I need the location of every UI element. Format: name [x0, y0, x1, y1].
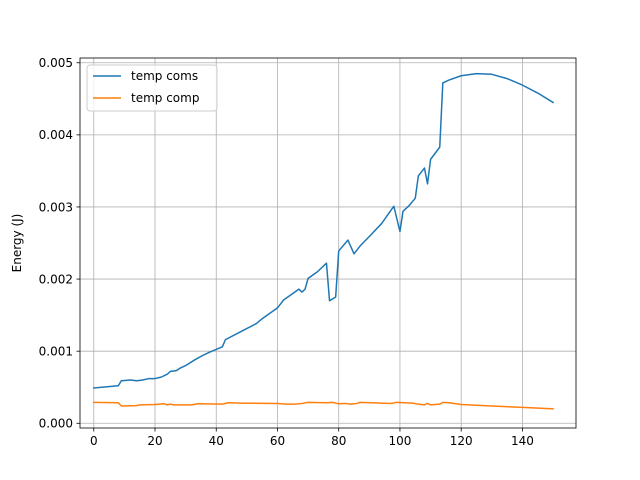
y-tick-label: 0.000	[39, 417, 73, 431]
series-lines	[92, 72, 555, 410]
x-tick-label: 140	[511, 434, 534, 448]
x-tick-label: 120	[450, 434, 473, 448]
x-tick-label: 100	[388, 434, 411, 448]
x-tick-label: 20	[147, 434, 162, 448]
y-axis-ticks: 0.000 0.001 0.002 0.003 0.004 0.005	[39, 56, 80, 431]
series-line-temp-comp	[93, 401, 554, 410]
y-axis-label: Energy (J)	[10, 214, 24, 273]
legend: temp coms temp comp	[86, 64, 218, 112]
y-tick-label: 0.005	[39, 56, 73, 70]
y-tick-label: 0.002	[39, 272, 73, 286]
x-tick-label: 0	[90, 434, 98, 448]
series-line-temp-coms	[92, 72, 555, 389]
y-tick-label: 0.004	[39, 128, 73, 142]
y-tick-label: 0.001	[39, 344, 73, 358]
legend-label-temp-coms: temp coms	[131, 69, 198, 83]
plot-frame	[79, 57, 577, 429]
x-tick-label: 60	[270, 434, 285, 448]
x-tick-label: 80	[331, 434, 346, 448]
x-axis-ticks: 0 20 40 60 80 100 120 140	[90, 428, 534, 448]
x-tick-label: 40	[209, 434, 224, 448]
plot-area	[80, 58, 576, 428]
legend-label-temp-comp: temp comp	[131, 91, 199, 105]
y-tick-label: 0.003	[39, 200, 73, 214]
